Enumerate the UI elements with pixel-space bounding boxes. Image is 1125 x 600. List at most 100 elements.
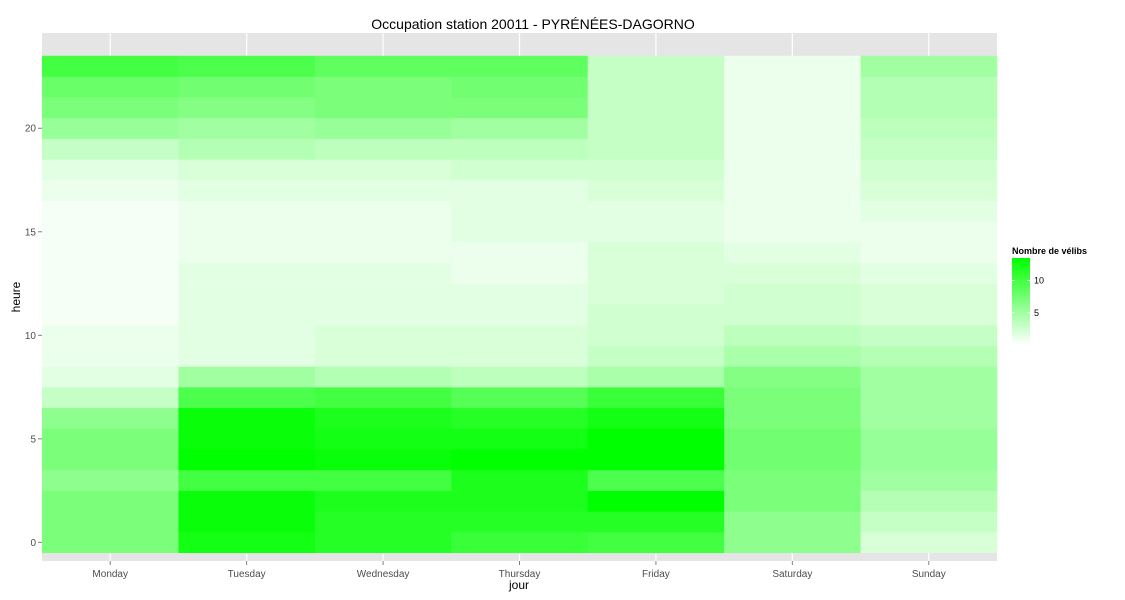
heatmap-cell — [314, 345, 452, 367]
heatmap-cell — [451, 324, 589, 346]
heatmap-cell — [314, 532, 452, 554]
heatmap-cell — [178, 469, 316, 491]
heatmap-cell — [178, 304, 316, 326]
heatmap-cell — [42, 180, 179, 202]
heatmap-cell — [178, 407, 316, 429]
heatmap-cell — [178, 97, 316, 119]
heatmap-cell — [178, 180, 316, 202]
heatmap-cell — [451, 366, 589, 388]
heatmap-cell — [42, 532, 179, 554]
heatmap-cell — [451, 262, 589, 284]
heatmap-cell — [42, 76, 179, 98]
heatmap-cell — [314, 262, 452, 284]
y-tick-label: 20 — [25, 124, 37, 135]
legend-title: Nombre de vélibs — [1012, 246, 1087, 256]
heatmap-cell — [42, 428, 179, 450]
heatmap-cell — [314, 242, 452, 264]
heatmap-cell — [314, 97, 452, 119]
heatmap-cell — [451, 345, 589, 367]
heatmap-cell — [314, 428, 452, 450]
heatmap-cell — [314, 283, 452, 305]
heatmap-cell — [587, 428, 725, 450]
heatmap-cell — [724, 283, 861, 305]
y-tick-label: 15 — [25, 227, 37, 238]
heatmap-cell — [860, 138, 998, 160]
y-axis: 0 5 10 15 20 — [25, 124, 42, 549]
heatmap-cell — [724, 511, 861, 533]
heatmap-cell — [314, 449, 452, 471]
heatmap-cell — [587, 138, 725, 160]
heatmap-cell — [860, 490, 998, 512]
y-axis-title: heure — [9, 281, 23, 312]
heatmap-cell — [178, 428, 316, 450]
heatmap-cell — [724, 304, 861, 326]
heatmap-cell — [587, 407, 725, 429]
heatmap-cell — [42, 407, 179, 429]
heatmap-cell — [42, 159, 179, 181]
heatmap-cell — [587, 180, 725, 202]
heatmap-cell — [42, 117, 179, 139]
heatmap-cell — [860, 262, 998, 284]
heatmap-cell — [587, 366, 725, 388]
heatmap-cell — [724, 449, 861, 471]
heatmap-cell — [860, 76, 998, 98]
heatmap-cell — [587, 449, 725, 471]
heatmap-cell — [860, 283, 998, 305]
heatmap-cell — [42, 511, 179, 533]
heatmap-cell — [42, 262, 179, 284]
heatmap-cell — [314, 490, 452, 512]
heatmap-cell — [724, 387, 861, 409]
heatmap-cell — [451, 97, 589, 119]
heatmap-cell — [724, 469, 861, 491]
heatmap-cell — [587, 262, 725, 284]
heatmap-cell — [178, 387, 316, 409]
heatmap-cell — [724, 117, 861, 139]
heatmap-cell — [451, 117, 589, 139]
heatmap-cell — [178, 138, 316, 160]
heatmap-cell — [178, 76, 316, 98]
heatmap-cell — [860, 200, 998, 222]
heatmap-cell — [724, 407, 861, 429]
heatmap-cell — [314, 469, 452, 491]
heatmap-cell — [724, 159, 861, 181]
heatmap-cell — [724, 532, 861, 554]
heatmap-cell — [178, 449, 316, 471]
heatmap-cell — [860, 407, 998, 429]
heatmap-cell — [587, 490, 725, 512]
heatmap-cell — [724, 221, 861, 243]
heatmap-cell — [451, 159, 589, 181]
heatmap-cell — [314, 200, 452, 222]
heatmap-cell — [860, 324, 998, 346]
heatmap-cell — [42, 324, 179, 346]
heatmap-cell — [860, 428, 998, 450]
heatmap-cell — [724, 180, 861, 202]
heatmap-cell — [724, 242, 861, 264]
heatmap-cell — [178, 532, 316, 554]
heatmap-cell — [314, 221, 452, 243]
heatmap-cell — [587, 159, 725, 181]
heatmap-cell — [42, 490, 179, 512]
heatmap-cell — [724, 324, 861, 346]
heatmap-cell — [451, 449, 589, 471]
heatmap-cell — [178, 345, 316, 367]
heatmap-cell — [314, 366, 452, 388]
heatmap-cell — [451, 469, 589, 491]
heatmap-cell — [451, 200, 589, 222]
heatmap-cell — [42, 387, 179, 409]
heatmap-cell — [314, 304, 452, 326]
heatmap-cell — [314, 180, 452, 202]
heatmap-cell — [178, 262, 316, 284]
heatmap-cell — [178, 324, 316, 346]
heatmap-cell — [178, 200, 316, 222]
heatmap-cell — [860, 221, 998, 243]
x-axis-title: jour — [508, 578, 529, 592]
heatmap-cell — [724, 97, 861, 119]
heatmap-cell — [178, 221, 316, 243]
heatmap-cell — [451, 407, 589, 429]
heatmap-cell — [178, 490, 316, 512]
heatmap-cell — [860, 242, 998, 264]
heatmap-cell — [724, 428, 861, 450]
heatmap-cell — [724, 138, 861, 160]
heatmap-cell — [42, 221, 179, 243]
